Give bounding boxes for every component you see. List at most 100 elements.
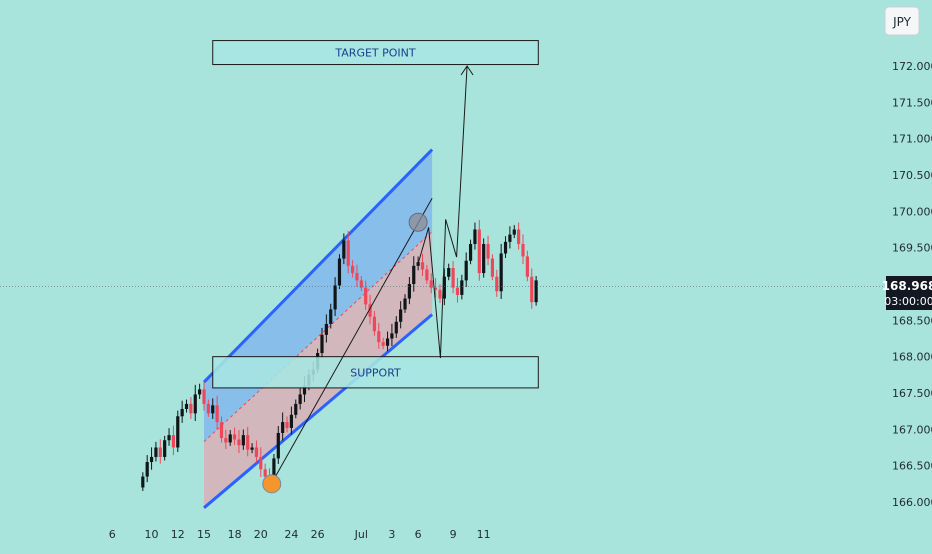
candle bbox=[167, 435, 171, 441]
candle bbox=[176, 416, 180, 448]
candle bbox=[464, 260, 468, 281]
y-tick-label: 168.000 bbox=[892, 351, 932, 364]
candle bbox=[294, 403, 298, 415]
x-tick-label: 10 bbox=[145, 528, 159, 541]
candle bbox=[285, 422, 289, 428]
x-tick-label: 18 bbox=[228, 528, 242, 541]
candle bbox=[158, 447, 162, 457]
candle bbox=[442, 276, 446, 299]
candle bbox=[180, 408, 184, 417]
candle bbox=[412, 265, 416, 284]
target-point-zone[interactable] bbox=[212, 40, 539, 66]
candle bbox=[499, 253, 503, 292]
candle bbox=[141, 476, 145, 488]
candle bbox=[228, 434, 232, 443]
candle bbox=[534, 280, 538, 303]
x-tick-label: 3 bbox=[388, 528, 395, 541]
bar-countdown: 03:00:00 bbox=[884, 295, 932, 308]
pivot-high-marker[interactable] bbox=[408, 212, 428, 232]
candle bbox=[364, 287, 368, 305]
candle bbox=[259, 456, 263, 470]
candle bbox=[460, 280, 464, 295]
candle bbox=[399, 309, 403, 322]
x-tick-label: Jul bbox=[354, 528, 368, 541]
currency-badge[interactable]: JPY bbox=[884, 6, 920, 36]
y-tick-label: 170.500 bbox=[892, 169, 932, 182]
x-tick-label: 20 bbox=[254, 528, 268, 541]
candle bbox=[429, 280, 433, 288]
candle bbox=[350, 265, 355, 274]
candle bbox=[451, 268, 455, 288]
candle bbox=[337, 258, 342, 286]
candle bbox=[254, 447, 259, 457]
y-tick-label: 170.000 bbox=[892, 205, 932, 218]
y-tick-label: 167.500 bbox=[892, 387, 932, 400]
candle bbox=[246, 435, 250, 450]
candle bbox=[250, 447, 254, 450]
candle bbox=[390, 333, 394, 339]
candle bbox=[219, 422, 224, 439]
target-arrowhead bbox=[460, 65, 474, 76]
candle bbox=[403, 298, 407, 310]
candle bbox=[381, 342, 385, 346]
candle bbox=[149, 456, 154, 463]
y-tick-label: 171.500 bbox=[892, 96, 932, 109]
currency-label: JPY bbox=[892, 15, 912, 29]
y-tick-label: 166.000 bbox=[892, 496, 932, 509]
candle bbox=[486, 244, 490, 259]
trend-line[interactable] bbox=[271, 198, 433, 484]
candle bbox=[202, 389, 206, 404]
last-price: 168.968 bbox=[882, 279, 932, 293]
channel-upper-line[interactable] bbox=[202, 148, 434, 384]
candle bbox=[211, 405, 215, 414]
candle bbox=[482, 244, 486, 274]
candle bbox=[490, 258, 495, 277]
channel-lower-line[interactable] bbox=[203, 313, 434, 509]
candle bbox=[438, 289, 442, 299]
candle bbox=[215, 405, 219, 423]
x-tick-label: 11 bbox=[477, 528, 491, 541]
candle bbox=[333, 285, 337, 310]
candle bbox=[447, 268, 451, 277]
candle bbox=[189, 403, 193, 414]
y-tick-label: 169.500 bbox=[892, 242, 932, 255]
candle bbox=[206, 403, 210, 414]
candle bbox=[355, 273, 359, 281]
x-tick-label: 12 bbox=[171, 528, 185, 541]
candle bbox=[512, 229, 516, 235]
candle bbox=[521, 244, 525, 257]
pivot-low-marker[interactable] bbox=[262, 474, 282, 494]
candle bbox=[346, 240, 350, 266]
candle bbox=[276, 432, 280, 459]
candle bbox=[320, 334, 324, 354]
candle bbox=[342, 240, 346, 259]
candle bbox=[329, 309, 333, 324]
candle bbox=[241, 435, 245, 446]
candle bbox=[198, 389, 202, 395]
candle bbox=[455, 287, 460, 295]
candle bbox=[377, 331, 381, 343]
candle bbox=[530, 276, 534, 303]
candle bbox=[407, 284, 411, 299]
candle bbox=[503, 241, 508, 254]
last-price-tag: 168.968 03:00:00 bbox=[882, 276, 932, 310]
candle bbox=[477, 229, 481, 274]
candle bbox=[368, 304, 372, 317]
candle bbox=[425, 269, 429, 281]
candle bbox=[232, 434, 237, 440]
candle bbox=[193, 394, 197, 414]
candle bbox=[372, 316, 377, 332]
y-tick-label: 166.500 bbox=[892, 460, 932, 473]
candle bbox=[508, 234, 512, 242]
candle bbox=[289, 414, 293, 428]
candle bbox=[416, 262, 420, 266]
candle bbox=[385, 338, 390, 346]
candle bbox=[495, 276, 499, 292]
candle bbox=[394, 321, 398, 334]
projection-path[interactable] bbox=[417, 65, 468, 359]
support-zone[interactable] bbox=[212, 356, 539, 389]
candle bbox=[473, 229, 477, 245]
candle bbox=[525, 256, 529, 277]
